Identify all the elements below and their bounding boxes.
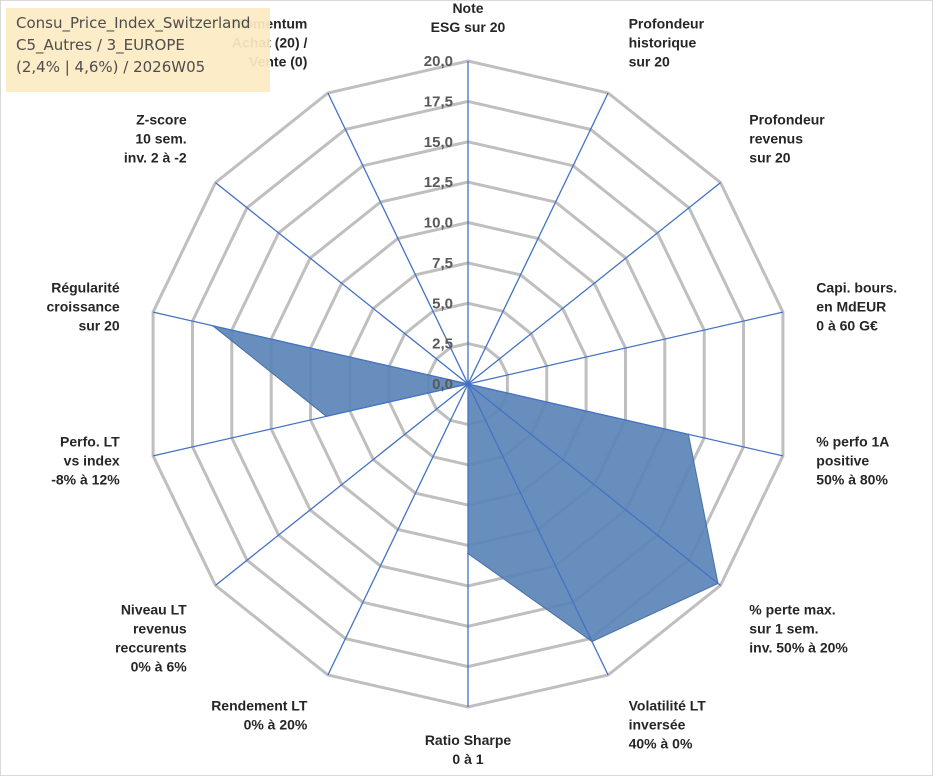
axis-label-line: 0% à 20% (244, 717, 308, 733)
axis-label-line: inversée (629, 717, 686, 733)
tick-label: 5,0 (432, 295, 453, 312)
axis-label-line: croissance (47, 298, 120, 314)
axis-label: % perte max. sur 1 sem. inv. 50% à 20% (749, 601, 848, 655)
tick-label: 17,5 (424, 93, 453, 110)
series-info-box: Consu_Price_Index_Switzerland C5_Autres … (6, 8, 270, 92)
axis-label: Capi. bours. en MdEUR 0 à 60 G€ (816, 279, 897, 333)
axis-label-line: sur 20 (749, 150, 790, 166)
label-layer: Note ESG sur 20 Profondeur historique sur 20… (47, 0, 898, 767)
axis-label-line: positive (816, 453, 869, 469)
axis-label-line: Profondeur (749, 112, 825, 128)
axis-label-line: ESG sur 20 (431, 19, 506, 35)
axis-spoke (152, 383, 469, 457)
axis-label-line: sur 1 sem. (749, 620, 818, 636)
axis-label-line: Régularité (51, 279, 120, 295)
axis-label-line: 40% à 0% (629, 736, 693, 752)
axis-spoke (467, 383, 609, 676)
tick-label: 7,5 (432, 255, 453, 272)
axis-label-line: sur 20 (629, 53, 670, 69)
info-line-category: C5_Autres / 3_EUROPE (16, 36, 185, 54)
axis-spoke (215, 383, 469, 586)
axis-label: Note ESG sur 20 (431, 0, 506, 35)
axis-label-line: Note (452, 0, 483, 16)
axis-label-line: % perte max. (749, 601, 835, 617)
axis-spoke (327, 383, 469, 676)
tick-layer: 0,0 2,5 5,0 7,5 10,0 12,5 15,0 17,5 20,0 (424, 53, 453, 393)
axis-label-line: 0 à 1 (452, 751, 483, 767)
axis-spoke (215, 182, 469, 385)
axis-label-line: 0% à 6% (131, 658, 188, 674)
axis-label: Volatilité LT inversée 40% à 0% (629, 698, 707, 752)
axis-spoke (467, 383, 721, 586)
axis-label-line: -8% à 12% (51, 472, 120, 488)
axis-label: Z-score 10 sem. inv. 2 à -2 (124, 112, 187, 166)
axis-label-line: 50% à 80% (816, 472, 888, 488)
axis-label-line: Volatilité LT (629, 698, 707, 714)
axis-label: Niveau LT revenus reccurents 0% à 6% (115, 601, 187, 674)
spoke-layer (152, 61, 784, 707)
axis-spoke (467, 92, 609, 385)
axis-spoke (467, 383, 784, 457)
axis-label: % perfo 1A positive 50% à 80% (816, 434, 889, 488)
tick-label: 12,5 (424, 174, 453, 191)
axis-label-line: Perfo. LT (60, 434, 120, 450)
axis-label-line: Niveau LT (121, 601, 187, 617)
axis-label: Profondeur revenus sur 20 (749, 112, 825, 166)
axis-label-line: Z-score (136, 112, 187, 128)
axis-label: Perfo. LT vs index -8% à 12% (51, 434, 120, 488)
axis-label-line: sur 20 (78, 317, 119, 333)
tick-label: 20,0 (424, 53, 453, 70)
axis-spoke (152, 311, 469, 385)
axis-label-line: Ratio Sharpe (425, 732, 512, 748)
axis-label: Ratio Sharpe 0 à 1 (425, 732, 512, 767)
axis-label-line: historique (629, 34, 697, 50)
axis-label: Profondeur historique sur 20 (629, 15, 705, 69)
axis-spoke (467, 182, 721, 385)
axis-label-line: revenus (749, 131, 803, 147)
axis-label-line: vs index (64, 453, 120, 469)
tick-label: 15,0 (424, 134, 453, 151)
axis-spoke (327, 92, 469, 385)
axis-spoke (467, 311, 784, 385)
tick-label: 0,0 (432, 376, 453, 393)
axis-label-line: inv. 50% à 20% (749, 639, 848, 655)
axis-label-line: reccurents (115, 639, 187, 655)
axis-label: Rendement LT 0% à 20% (211, 698, 308, 733)
tick-label: 10,0 (424, 215, 453, 232)
axis-label-line: % perfo 1A (816, 434, 889, 450)
axis-label-line: en MdEUR (816, 298, 886, 314)
axis-label-line: inv. 2 à -2 (124, 150, 187, 166)
axis-label-line: Rendement LT (211, 698, 308, 714)
info-line-name: Consu_Price_Index_Switzerland (16, 14, 251, 32)
axis-label-line: revenus (133, 620, 187, 636)
axis-label-line: Profondeur (629, 15, 705, 31)
axis-label-line: 10 sem. (135, 131, 186, 147)
info-line-stats: (2,4% | 4,6%) / 2026W05 (16, 58, 206, 76)
axis-label-line: Capi. bours. (816, 279, 897, 295)
tick-label: 2,5 (432, 336, 453, 353)
axis-label: Régularité croissance sur 20 (47, 279, 120, 333)
axis-label-line: 0 à 60 G€ (816, 317, 878, 333)
